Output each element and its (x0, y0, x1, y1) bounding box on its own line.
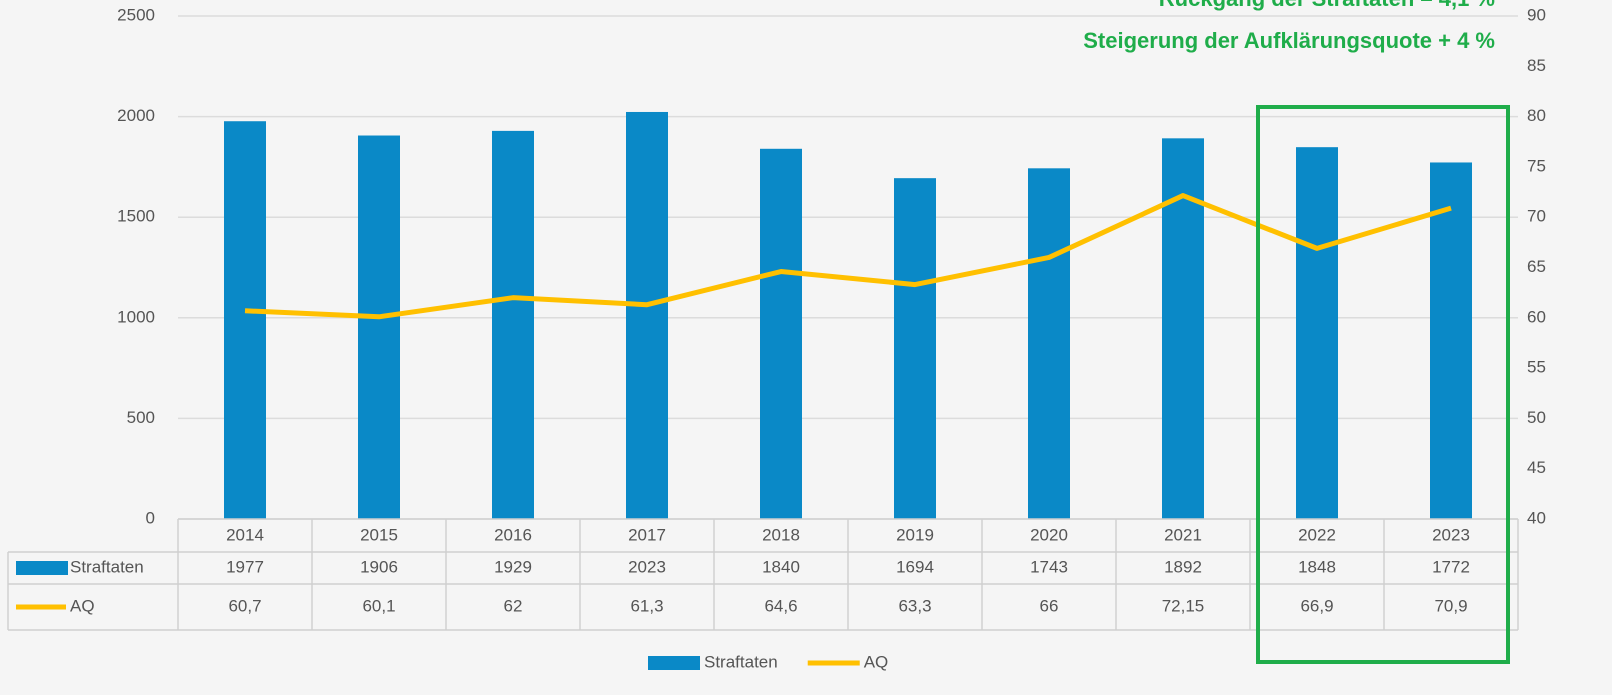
table-cell: 72,15 (1162, 596, 1205, 615)
y2-tick-label: 90 (1527, 5, 1546, 24)
y2-tick-label: 60 (1527, 307, 1546, 326)
table-cell: 1892 (1164, 557, 1202, 576)
bar (492, 130, 534, 519)
table-cell: 1906 (360, 557, 398, 576)
table-cell: 1977 (226, 557, 264, 576)
y2-tick-label: 70 (1527, 207, 1546, 226)
bar (894, 178, 936, 519)
y-tick-label: 500 (127, 408, 155, 427)
table-cell: 66,9 (1300, 596, 1333, 615)
table-cell: 64,6 (764, 596, 797, 615)
x-tick-label: 2021 (1164, 525, 1202, 544)
table-cell: 1840 (762, 557, 800, 576)
bar (1296, 147, 1338, 519)
bar (358, 135, 400, 519)
legend-label: Straftaten (704, 652, 778, 671)
x-tick-label: 2018 (762, 525, 800, 544)
y2-tick-label: 80 (1527, 106, 1546, 125)
y2-tick-label: 50 (1527, 408, 1546, 427)
bar (1430, 162, 1472, 519)
table-legend-key (16, 561, 68, 575)
y2-tick-label: 55 (1527, 358, 1546, 377)
y-tick-label: 0 (146, 508, 155, 527)
table-cell: 1743 (1030, 557, 1068, 576)
table-row-label: Straftaten (70, 557, 144, 576)
y2-tick-label: 75 (1527, 156, 1546, 175)
table-cell: 63,3 (898, 596, 931, 615)
bar (1028, 168, 1070, 519)
table-cell: 60,7 (228, 596, 261, 615)
table-cell: 1929 (494, 557, 532, 576)
table-cell: 60,1 (362, 596, 395, 615)
x-tick-label: 2020 (1030, 525, 1068, 544)
x-tick-label: 2014 (226, 525, 264, 544)
x-tick-label: 2017 (628, 525, 666, 544)
y-tick-label: 1000 (117, 307, 155, 326)
line-series (244, 193, 1452, 320)
table-cell: 66 (1040, 596, 1059, 615)
legend-key (648, 656, 700, 670)
table-cell: 2023 (628, 557, 666, 576)
x-tick-label: 2016 (494, 525, 532, 544)
x-tick-label: 2023 (1432, 525, 1470, 544)
table-cell: 70,9 (1434, 596, 1467, 615)
y2-tick-label: 40 (1527, 508, 1546, 527)
annotation: Steigerung der Aufklärungsquote + 4 % (1083, 28, 1495, 53)
legend-label: AQ (864, 652, 889, 671)
table-cell: 1848 (1298, 557, 1336, 576)
table-cell: 62 (504, 596, 523, 615)
table-cell: 1694 (896, 557, 934, 576)
y2-tick-label: 45 (1527, 458, 1546, 477)
y2-tick-label: 85 (1527, 56, 1546, 75)
table-cell: 61,3 (630, 596, 663, 615)
x-tick-label: 2015 (360, 525, 398, 544)
bar (626, 111, 668, 519)
x-tick-label: 2019 (896, 525, 934, 544)
table-cell: 1772 (1432, 557, 1470, 576)
y-tick-label: 1500 (117, 207, 155, 226)
y2-tick-label: 65 (1527, 257, 1546, 276)
bar (224, 121, 266, 519)
y-tick-label: 2500 (117, 5, 155, 24)
highlight-box (1256, 105, 1510, 664)
y-tick-label: 2000 (117, 106, 155, 125)
x-tick-label: 2022 (1298, 525, 1336, 544)
bar (760, 148, 802, 520)
table-row-label: AQ (70, 596, 95, 615)
annotation: Rückgang der Straftaten – 4,1 % (1159, 0, 1495, 11)
